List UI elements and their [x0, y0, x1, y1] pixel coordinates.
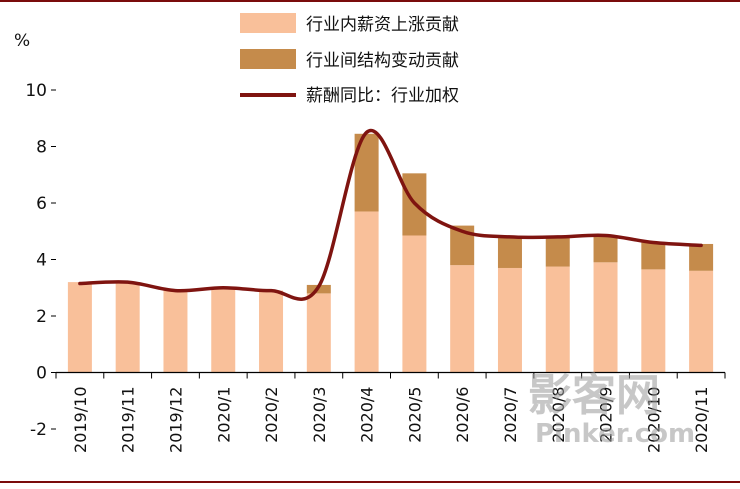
- legend-swatch-structure-change: [240, 49, 296, 69]
- x-tick-label: 2020/10: [644, 387, 663, 453]
- x-tick-label: 2020/3: [310, 387, 329, 443]
- legend-label-structure-change: 行业间结构变动贡献: [306, 51, 459, 71]
- bars: [67, 133, 714, 373]
- bar-wage-growth-2020/2: [259, 290, 284, 373]
- y-axis: -2 0 2 4 6 8 10: [25, 81, 56, 440]
- y-tick-label: 10: [25, 81, 47, 101]
- x-tick-label: 2019/10: [71, 387, 90, 453]
- x-tick-label: 2020/11: [692, 387, 711, 453]
- x-tick-label: 2020/9: [597, 387, 616, 443]
- bar-wage-growth-2020/9: [593, 262, 618, 373]
- y-tick-label: 6: [36, 194, 47, 214]
- x-tick-label: 2020/5: [405, 387, 424, 443]
- x-tick-label: 2020/1: [214, 387, 233, 443]
- x-tick-label: 2020/7: [501, 387, 520, 443]
- x-tick-label: 2020/6: [453, 387, 472, 443]
- y-tick-label: 4: [36, 251, 47, 271]
- bar-structure-change-2020/7: [497, 236, 522, 268]
- bar-wage-growth-2020/7: [497, 267, 522, 373]
- bar-wage-growth-2020/4: [354, 211, 379, 373]
- y-tick-label: 2: [36, 307, 47, 327]
- bar-wage-growth-2020/11: [689, 270, 714, 373]
- bar-wage-growth-2020/3: [306, 293, 331, 373]
- line-weighted-yoy: [78, 128, 703, 301]
- line-series: [78, 128, 703, 301]
- y-tick-label: 0: [36, 364, 47, 384]
- bar-wage-growth-2019/11: [115, 282, 140, 373]
- bar-wage-growth-2020/10: [641, 269, 666, 373]
- bottom-rule: [0, 481, 740, 483]
- legend-swatch-wage-growth: [240, 13, 296, 33]
- y-tick-label: 8: [36, 138, 47, 158]
- bar-wage-growth-2020/8: [545, 266, 570, 373]
- bar-structure-change-2020/9: [593, 235, 618, 263]
- bar-structure-change-2020/8: [545, 236, 570, 267]
- legend-label-wage-growth: 行业内薪资上涨贡献: [306, 15, 459, 35]
- bar-wage-growth-2020/1: [211, 287, 236, 373]
- bar-structure-change-2020/11: [689, 243, 714, 271]
- y-tick-label: -2: [30, 420, 47, 440]
- x-tick-label: 2020/2: [262, 387, 281, 443]
- top-rule: [0, 0, 740, 2]
- legend-label-weighted-line: 薪酬同比：行业加权: [306, 86, 459, 106]
- legend: 行业内薪资上涨贡献 行业间结构变动贡献 薪酬同比：行业加权: [240, 13, 459, 106]
- y-unit-label: %: [14, 31, 30, 51]
- bar-wage-growth-2020/5: [402, 235, 427, 373]
- x-axis: 2019/10 2019/11 2019/12 2020/1 2020/2 2020/3 2…: [55, 371, 726, 453]
- x-tick-label: 2020/8: [549, 387, 568, 443]
- bar-wage-growth-2019/10: [67, 282, 92, 373]
- watermark-text-cn: 影客网: [528, 370, 660, 421]
- bar-wage-growth-2019/12: [163, 290, 188, 373]
- x-tick-label: 2019/11: [119, 387, 138, 453]
- watermark: 影客网 Pinker.com: [528, 370, 695, 449]
- bar-wage-growth-2020/6: [450, 265, 475, 373]
- watermark-text-en: Pinker.com: [535, 419, 695, 449]
- x-tick-label: 2020/4: [358, 387, 377, 443]
- x-tick-label: 2019/12: [166, 387, 185, 453]
- bar-structure-change-2020/10: [641, 242, 666, 270]
